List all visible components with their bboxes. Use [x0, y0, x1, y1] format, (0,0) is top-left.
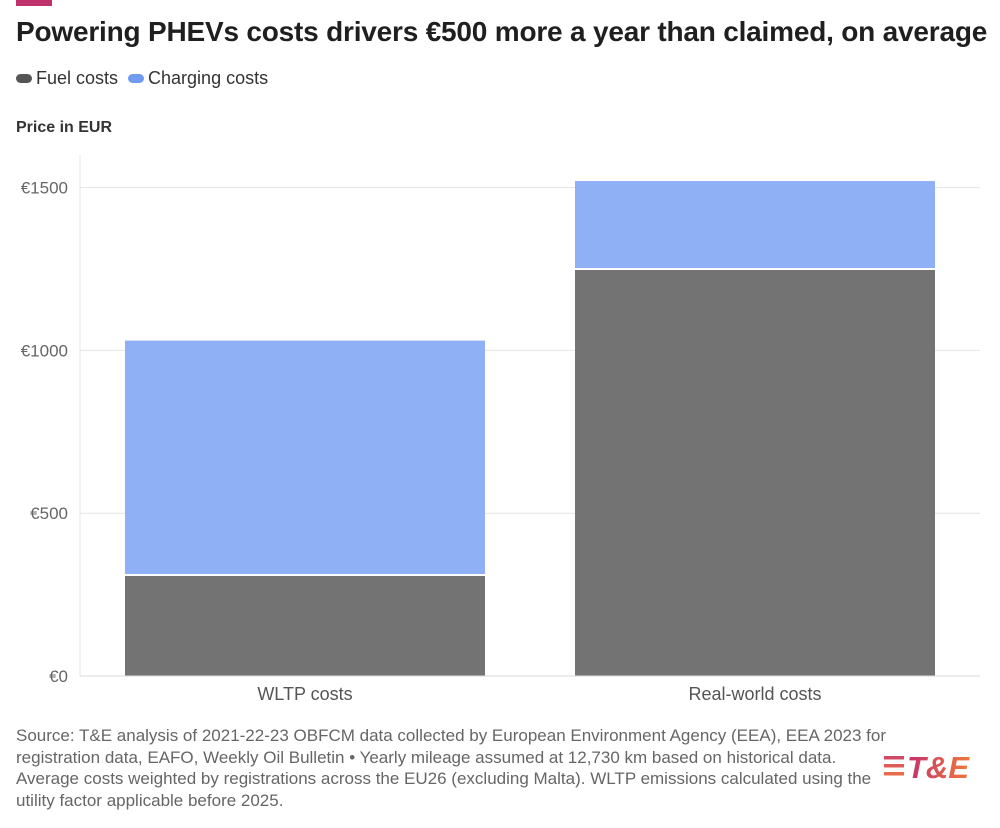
stacked-bar-chart: €0 €500 €1000 €1500 WLTP costs Real-world cos… [21, 155, 980, 704]
x-tick-label: WLTP costs [257, 684, 352, 704]
legend: Fuel costs Charging costs [16, 67, 268, 89]
source-note: Source: T&E analysis of 2021-22-23 OBFCM… [16, 726, 886, 810]
bar-charging-real-world [575, 181, 935, 269]
y-tick-label: €1000 [21, 341, 68, 360]
legend-swatch-fuel [16, 73, 32, 83]
legend-label-charging: Charging costs [148, 67, 269, 88]
y-tick-label: €0 [49, 667, 68, 686]
legend-item-fuel: Fuel costs [16, 68, 118, 89]
legend-swatch-charging [128, 73, 145, 83]
accent-bar [16, 0, 52, 6]
te-logo: T&E [884, 750, 970, 784]
bar-fuel-wltp [125, 575, 485, 676]
legend-label-fuel: Fuel costs [36, 67, 119, 88]
y-tick-label: €1500 [21, 179, 68, 198]
y-tick-label: €500 [30, 504, 68, 523]
bar-charging-wltp [125, 340, 485, 576]
x-tick-label: Real-world costs [688, 684, 821, 704]
logo-text: T&E [907, 750, 970, 784]
logo-stripes-icon [884, 756, 904, 776]
chart-title: Powering PHEVs costs drivers €500 more a… [16, 16, 988, 47]
y-axis-label: Price in EUR [16, 119, 113, 136]
bar-fuel-real-world [575, 268, 935, 676]
legend-item-charging: Charging costs [128, 68, 268, 89]
